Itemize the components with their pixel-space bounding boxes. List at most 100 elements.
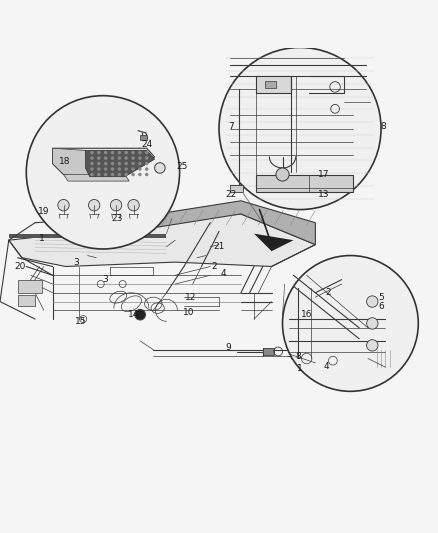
Text: 13: 13	[318, 190, 330, 199]
Circle shape	[104, 156, 107, 160]
Circle shape	[97, 151, 101, 155]
Circle shape	[124, 151, 128, 155]
Text: 22: 22	[226, 190, 237, 199]
Text: 19: 19	[38, 207, 49, 216]
Text: 1: 1	[297, 364, 303, 373]
Circle shape	[26, 96, 180, 249]
Bar	[18, 280, 42, 293]
Circle shape	[117, 173, 121, 176]
Text: 25: 25	[176, 162, 187, 171]
Circle shape	[145, 167, 148, 171]
Circle shape	[97, 162, 101, 165]
Circle shape	[111, 162, 114, 165]
Circle shape	[111, 167, 114, 171]
Circle shape	[111, 151, 114, 155]
Polygon shape	[254, 233, 293, 251]
Polygon shape	[64, 174, 129, 181]
Circle shape	[138, 173, 141, 176]
Circle shape	[367, 340, 378, 351]
Circle shape	[283, 255, 418, 391]
Circle shape	[131, 162, 135, 165]
Text: 21: 21	[213, 243, 225, 251]
Bar	[18, 295, 35, 306]
Polygon shape	[9, 214, 315, 266]
Circle shape	[145, 162, 148, 165]
Circle shape	[367, 318, 378, 329]
Circle shape	[155, 163, 165, 173]
Circle shape	[131, 156, 135, 160]
Bar	[256, 76, 291, 93]
Text: 10: 10	[183, 308, 194, 317]
Circle shape	[124, 162, 128, 165]
Text: 6: 6	[378, 302, 384, 311]
Circle shape	[90, 167, 94, 171]
Circle shape	[104, 173, 107, 176]
Text: 3: 3	[74, 257, 80, 266]
Text: 4: 4	[324, 362, 329, 371]
Polygon shape	[85, 150, 155, 177]
Circle shape	[104, 162, 107, 165]
Text: 14: 14	[128, 310, 139, 319]
Circle shape	[124, 156, 128, 160]
Circle shape	[90, 173, 94, 176]
Text: 12: 12	[185, 293, 196, 302]
Circle shape	[117, 151, 121, 155]
Text: 2: 2	[212, 262, 217, 271]
Circle shape	[97, 173, 101, 176]
Circle shape	[117, 162, 121, 165]
Polygon shape	[53, 148, 155, 174]
Circle shape	[117, 167, 121, 171]
Circle shape	[138, 167, 141, 171]
Text: 16: 16	[301, 310, 312, 319]
Circle shape	[138, 156, 141, 160]
Text: 8: 8	[380, 122, 386, 131]
Circle shape	[131, 151, 135, 155]
Circle shape	[88, 199, 100, 211]
Text: 8: 8	[295, 352, 301, 361]
Circle shape	[145, 156, 148, 160]
Text: 7: 7	[228, 122, 234, 131]
Text: 20: 20	[14, 262, 25, 271]
Circle shape	[131, 167, 135, 171]
Bar	[230, 185, 243, 192]
Text: 23: 23	[112, 214, 123, 223]
Text: 2: 2	[326, 288, 331, 297]
Bar	[263, 349, 274, 355]
Circle shape	[128, 199, 139, 211]
Circle shape	[138, 162, 141, 165]
Text: 3: 3	[102, 275, 108, 284]
Circle shape	[97, 156, 101, 160]
Text: 17: 17	[318, 170, 330, 179]
Text: 18: 18	[59, 157, 71, 166]
Circle shape	[97, 167, 101, 171]
Circle shape	[111, 173, 114, 176]
Circle shape	[111, 156, 114, 160]
Polygon shape	[9, 233, 166, 238]
Circle shape	[110, 199, 122, 211]
Text: 5: 5	[378, 293, 384, 302]
Circle shape	[276, 168, 289, 181]
Bar	[140, 135, 147, 140]
Circle shape	[135, 310, 145, 320]
Polygon shape	[158, 201, 315, 245]
Circle shape	[58, 199, 69, 211]
Circle shape	[219, 47, 381, 209]
Text: 15: 15	[75, 317, 87, 326]
Bar	[265, 81, 276, 88]
Circle shape	[104, 151, 107, 155]
Circle shape	[145, 151, 148, 155]
Bar	[256, 174, 353, 192]
Circle shape	[124, 173, 128, 176]
Circle shape	[138, 151, 141, 155]
Circle shape	[90, 162, 94, 165]
Text: 4: 4	[221, 269, 226, 278]
Text: 24: 24	[141, 140, 152, 149]
Text: 1: 1	[39, 233, 45, 243]
Circle shape	[124, 167, 128, 171]
Text: 9: 9	[226, 343, 232, 352]
Circle shape	[104, 167, 107, 171]
Circle shape	[131, 173, 135, 176]
Circle shape	[367, 296, 378, 307]
Circle shape	[90, 151, 94, 155]
Polygon shape	[53, 148, 90, 177]
